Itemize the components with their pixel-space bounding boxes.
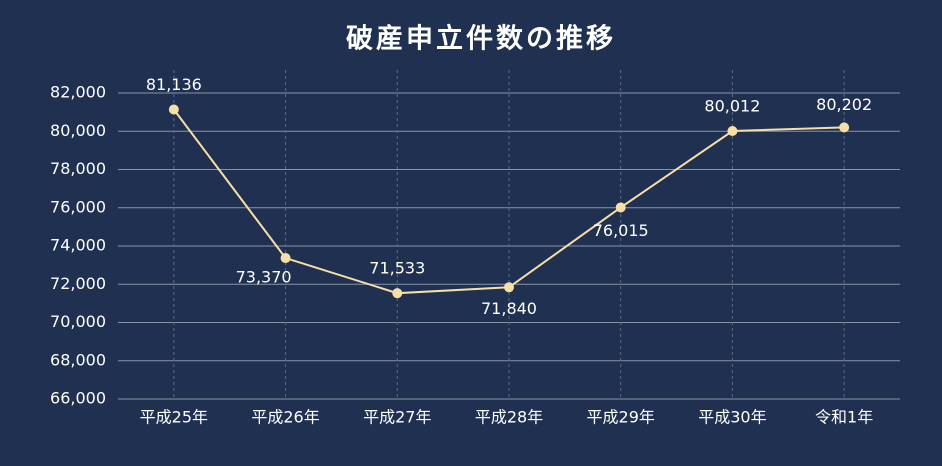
y-tick-label: 76,000 [50, 197, 106, 216]
point [280, 253, 291, 264]
point [727, 126, 738, 137]
y-tick-label: 82,000 [50, 83, 106, 102]
data-label: 80,202 [816, 95, 872, 114]
data-label: 71,840 [481, 299, 537, 318]
point [615, 202, 626, 213]
point [504, 282, 514, 293]
y-tick-label: 78,000 [50, 159, 106, 178]
y-tick-label: 72,000 [50, 274, 106, 293]
chart-title: 破産申立件数の推移 [346, 23, 616, 55]
data-label: 81,136 [146, 75, 202, 94]
x-tick-label: 平成25年 [140, 408, 208, 427]
data-label: 71,533 [369, 259, 425, 278]
y-tick-label: 70,000 [50, 312, 106, 331]
x-tick-label: 令和1年 [815, 408, 873, 427]
data-label: 73,370 [236, 268, 292, 287]
y-tick-label: 68,000 [50, 350, 106, 369]
y-tick-label: 66,000 [50, 389, 106, 408]
x-tick-label: 平成27年 [363, 408, 431, 427]
point [839, 122, 850, 133]
point [168, 104, 179, 115]
data-label: 80,012 [704, 97, 760, 116]
y-tick-label: 80,000 [50, 121, 106, 140]
x-tick-label: 平成28年 [475, 408, 543, 427]
data-label: 76,015 [593, 221, 649, 240]
x-tick-label: 平成29年 [587, 408, 655, 427]
point [392, 288, 403, 299]
x-tick-label: 平成26年 [251, 408, 319, 427]
x-tick-label: 平成30年 [698, 408, 766, 427]
y-tick-label: 74,000 [50, 236, 106, 255]
